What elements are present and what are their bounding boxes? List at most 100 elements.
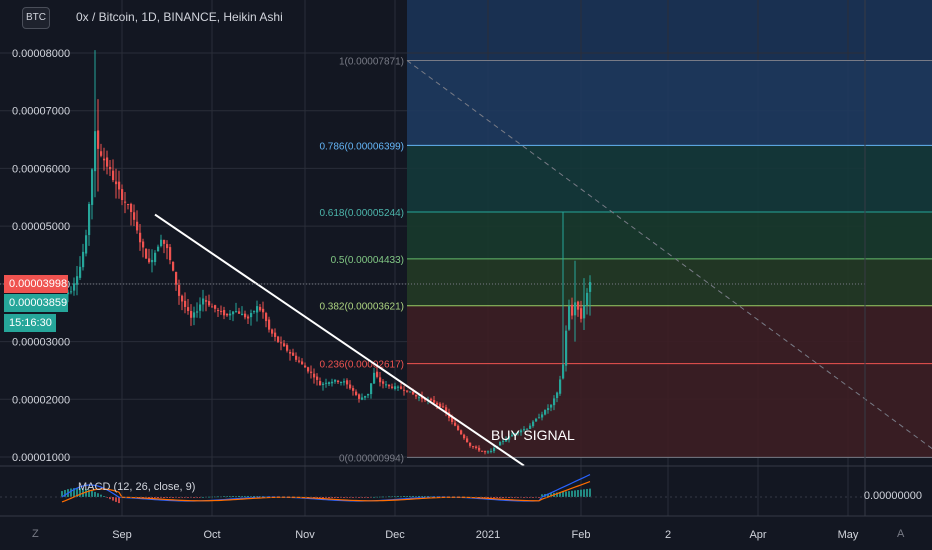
- candle-body: [259, 306, 262, 311]
- candle-body: [301, 361, 304, 365]
- candle-body: [133, 212, 136, 220]
- candle-body: [418, 397, 421, 399]
- macd-histogram-bar: [427, 496, 429, 497]
- price-tick-label: 0.00007000: [12, 106, 70, 118]
- candle-body: [367, 393, 370, 396]
- auto-scale-button[interactable]: A: [897, 528, 905, 540]
- price-tick-label: 0.00008000: [12, 48, 70, 60]
- candle-body: [334, 379, 337, 382]
- fib-level-label: 0.786(0.00006399): [319, 141, 404, 152]
- macd-histogram-bar: [91, 490, 93, 497]
- downtrend-line: [154, 213, 525, 467]
- macd-histogram-bar: [244, 495, 246, 497]
- candle-body: [73, 283, 76, 291]
- macd-histogram-bar: [508, 497, 510, 498]
- macd-histogram-bar: [109, 497, 111, 500]
- macd-histogram-bar: [556, 492, 558, 497]
- candle-body: [253, 311, 256, 313]
- zoom-toggle-button[interactable]: Z: [32, 528, 39, 540]
- candle-body: [265, 313, 268, 322]
- candle-body: [331, 381, 334, 384]
- candle-body: [487, 451, 490, 453]
- candle-body: [451, 417, 454, 422]
- candle-body: [244, 313, 247, 318]
- candle-body: [76, 276, 79, 285]
- candle-body: [325, 382, 328, 384]
- candle-body: [190, 311, 193, 318]
- candle-body: [241, 313, 244, 316]
- macd-histogram-bar: [565, 491, 567, 497]
- candle-body: [397, 386, 400, 388]
- macd-histogram-bar: [571, 490, 573, 497]
- macd-histogram-bar: [160, 497, 162, 499]
- candle-body: [499, 441, 502, 446]
- projection-zone: [407, 0, 932, 61]
- candle-body: [556, 392, 559, 399]
- macd-histogram-bar: [61, 491, 63, 497]
- symbol-badge[interactable]: BTC: [22, 7, 50, 29]
- macd-histogram-bar: [94, 491, 96, 497]
- candle-body: [520, 430, 523, 433]
- candle-body: [109, 167, 112, 170]
- time-tick-label: Nov: [295, 529, 315, 541]
- candle-body: [181, 295, 184, 302]
- candle-body: [391, 386, 394, 388]
- candle-body: [571, 304, 574, 316]
- macd-histogram-bar: [253, 496, 255, 497]
- candle-body: [214, 305, 217, 309]
- candle-body: [385, 384, 388, 386]
- candle-body: [313, 373, 316, 378]
- macd-histogram-bar: [580, 489, 582, 497]
- time-tick-label: Feb: [572, 529, 591, 541]
- candle-body: [187, 307, 190, 312]
- fib-zone: [407, 258, 932, 306]
- macd-histogram-bar: [415, 495, 417, 497]
- candle-body: [217, 309, 220, 311]
- candle-body: [310, 371, 313, 373]
- candle-body: [154, 252, 157, 263]
- candle-body: [112, 170, 115, 181]
- macd-histogram-bar: [418, 495, 420, 497]
- macd-legend[interactable]: MACD (12, 26, close, 9): [78, 481, 196, 493]
- candle-body: [364, 395, 367, 398]
- candle-body: [175, 271, 178, 285]
- candle-body: [316, 376, 319, 380]
- price-axis[interactable]: 0.00008000 0.00007000 0.00006000 0.00005000…: [12, 48, 70, 464]
- macd-histogram-bar: [217, 496, 219, 498]
- fib-retracement[interactable]: 1(0.00007871) 0.786(0.00006399) 0.618(0.00…: [319, 56, 932, 464]
- macd-value-label: 0.00000000: [863, 490, 922, 502]
- macd-histogram-bar: [559, 492, 561, 497]
- countdown-tag: 15:16:30: [4, 313, 56, 332]
- fib-trend-diagonal: [406, 60, 932, 450]
- fib-zone: [407, 305, 932, 364]
- candle-body: [532, 421, 535, 427]
- macd-histogram-bar: [352, 497, 354, 498]
- candle-body: [559, 379, 562, 394]
- candle-body: [472, 446, 475, 448]
- candle-body: [352, 388, 355, 391]
- macd-histogram-bar: [163, 497, 165, 499]
- candle-body: [247, 316, 250, 319]
- candle-body: [415, 394, 418, 397]
- candle-body: [136, 221, 139, 231]
- drawings[interactable]: BUY SIGNAL: [0, 213, 865, 467]
- candle-body: [388, 384, 391, 387]
- candle-body: [100, 151, 103, 156]
- candle-body: [529, 425, 532, 429]
- candle-body: [223, 310, 226, 316]
- candle-body: [568, 306, 571, 330]
- time-axis[interactable]: SepOctNovDec2021Feb2AprMayJunJul: [0, 515, 932, 541]
- candle-body: [238, 311, 241, 314]
- time-tick-label: Sep: [112, 529, 132, 541]
- candle-body: [430, 398, 433, 401]
- macd-histogram-bar: [325, 497, 327, 499]
- candle-body: [70, 291, 73, 293]
- candle-body: [274, 332, 277, 337]
- candle-body: [544, 410, 547, 415]
- fib-zone: [407, 212, 932, 259]
- candle-body: [580, 308, 583, 319]
- candle-body: [172, 261, 175, 271]
- candle-body: [454, 422, 457, 426]
